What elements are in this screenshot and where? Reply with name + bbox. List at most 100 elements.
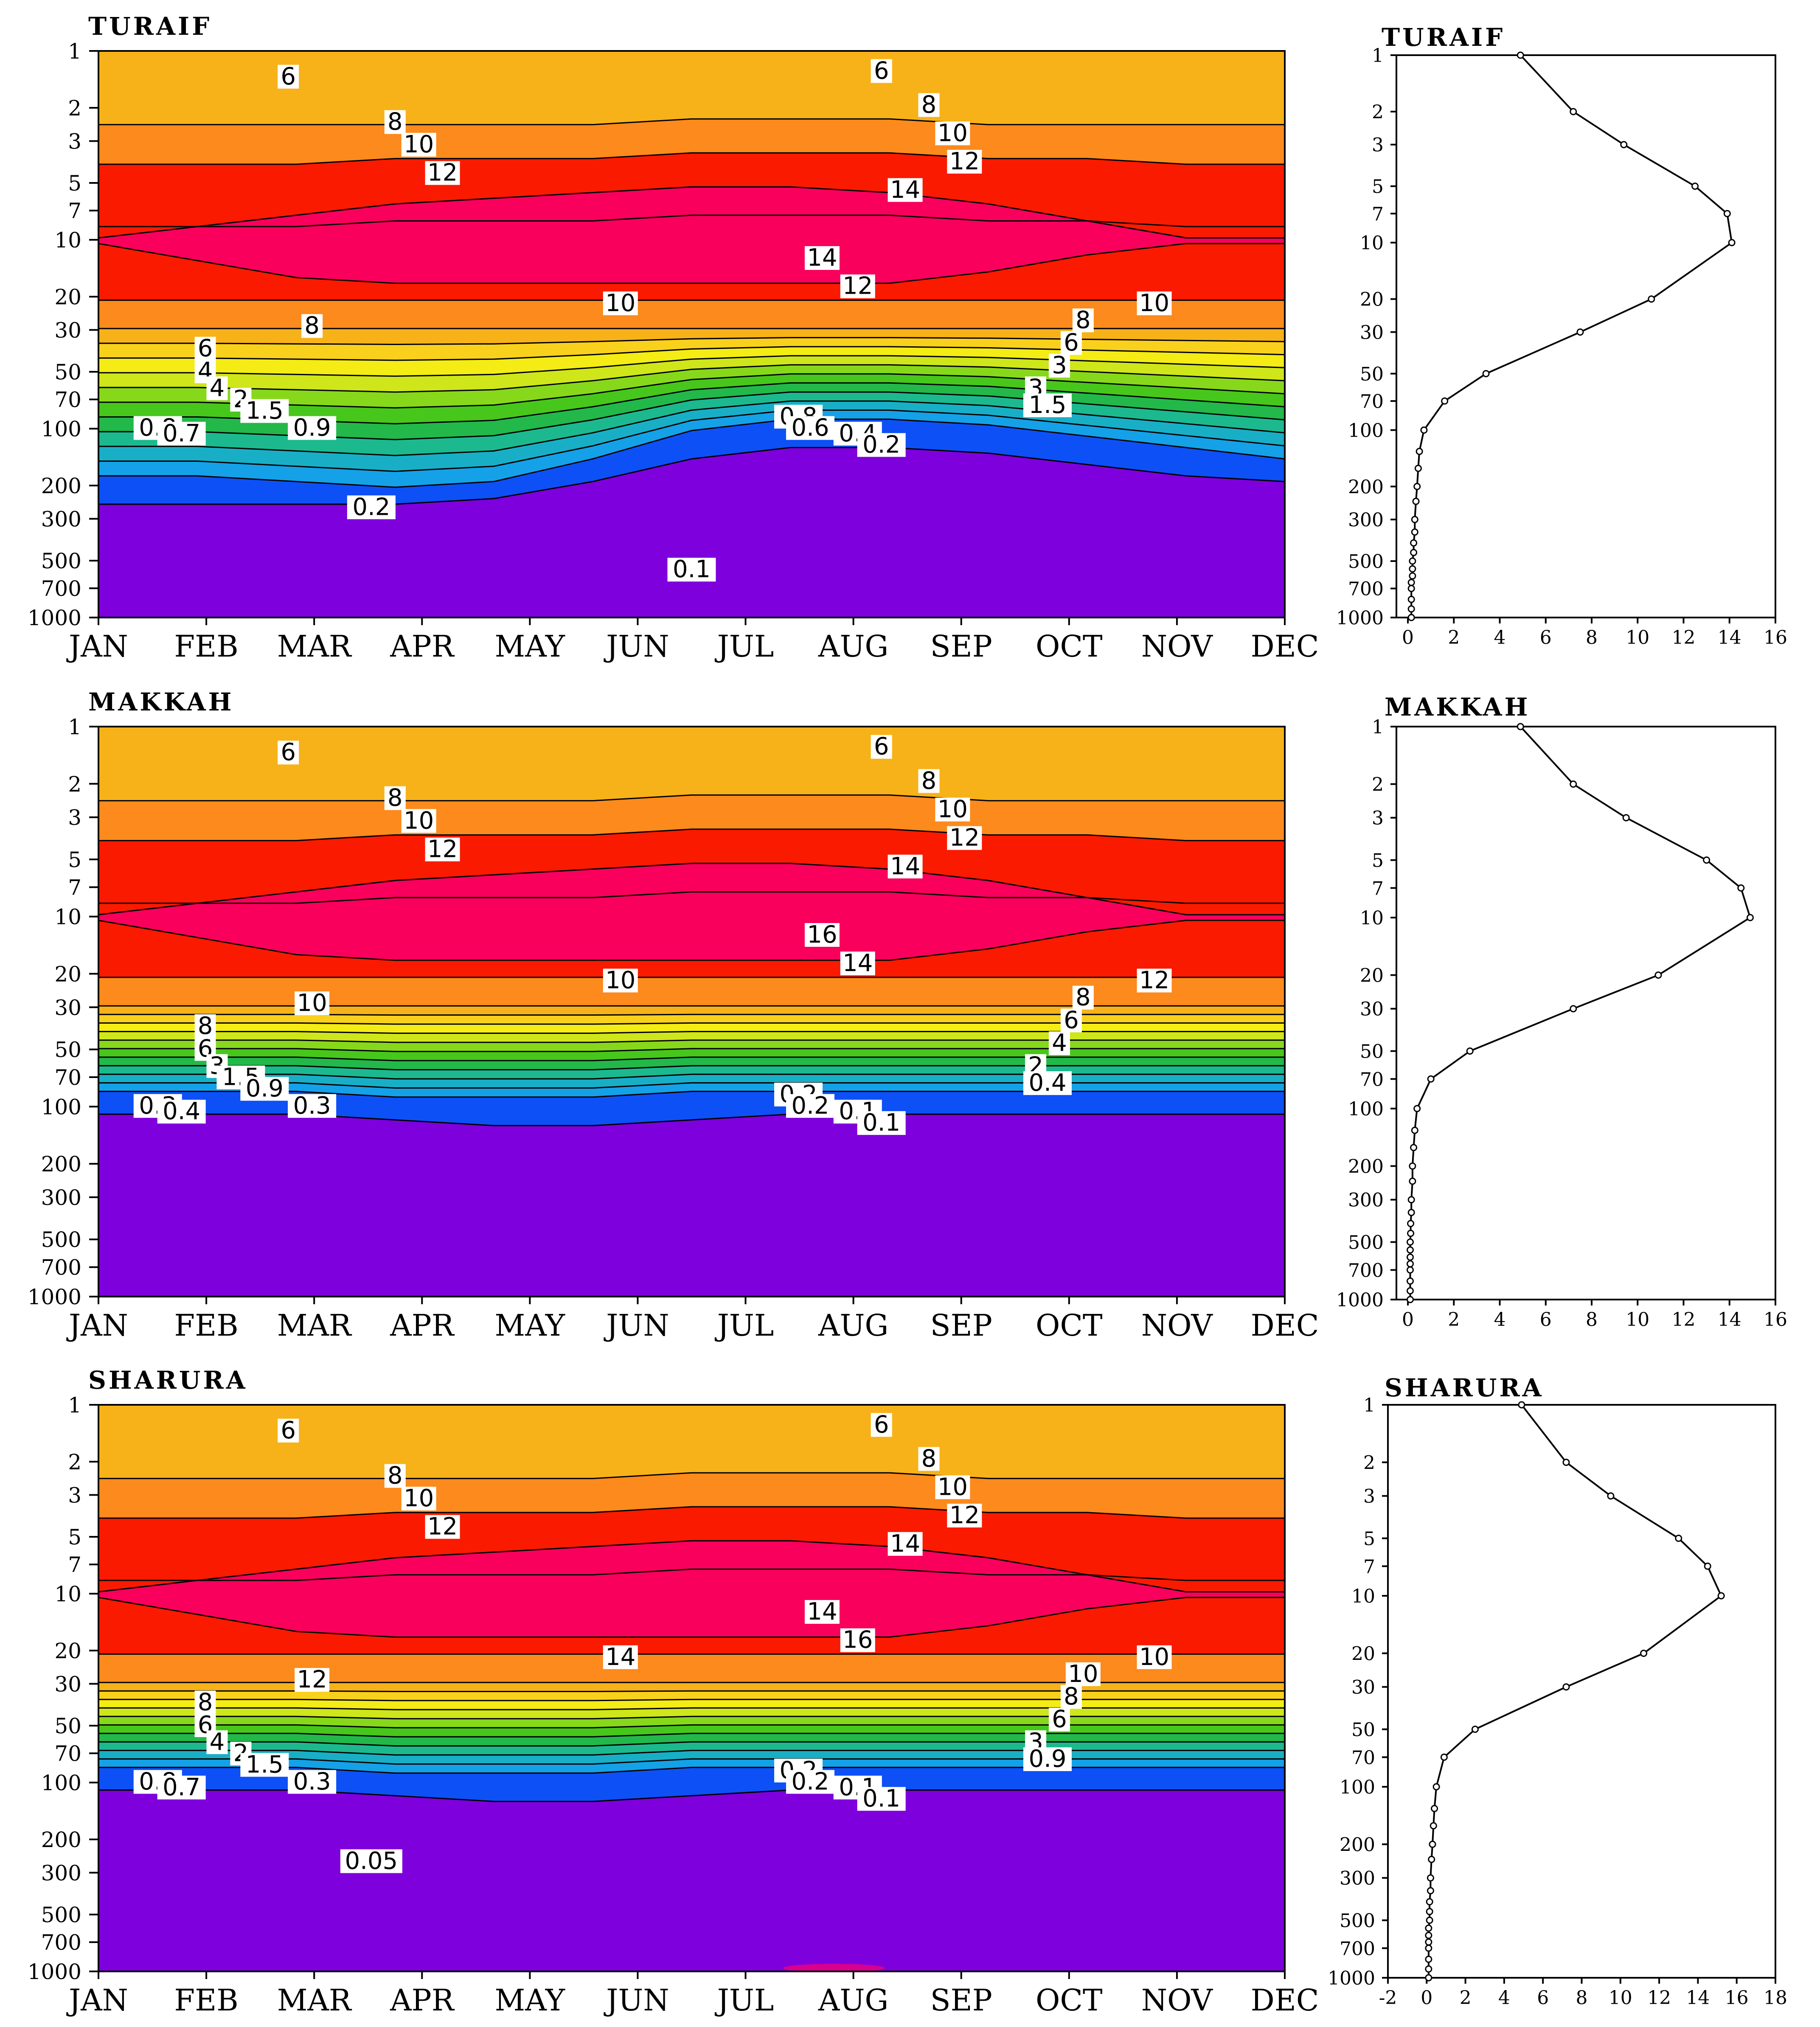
contour-line — [98, 355, 1285, 377]
contour-label: 4 — [210, 1728, 225, 1756]
contour-line-core-top — [98, 186, 1285, 239]
x-tick-label: FEB — [174, 1983, 239, 2018]
profile-point — [1410, 549, 1418, 556]
contour-line — [98, 1065, 1285, 1070]
y-tick-label: 50 — [54, 1038, 81, 1062]
contour-line — [98, 1056, 1285, 1061]
contour-label-bg — [401, 809, 436, 833]
contour-label: 12 — [949, 824, 980, 852]
contour-label: 1.5 — [1028, 391, 1066, 419]
y-tick-label: 3 — [68, 129, 81, 154]
x-tick-label: 14 — [1718, 627, 1741, 649]
contour-label: 0.4 — [163, 1098, 200, 1125]
y-tick-label: 20 — [1360, 965, 1384, 986]
contour-label: 0.3 — [293, 1768, 331, 1795]
contour-label: 6 — [198, 335, 213, 362]
contour-label: 1.5 — [246, 1751, 284, 1778]
profile-point — [1562, 1458, 1570, 1466]
contour-label-bg — [918, 769, 940, 793]
y-tick-label: 700 — [1348, 1260, 1384, 1281]
profile-point — [1517, 51, 1524, 59]
contour-label-bg — [1072, 985, 1094, 1010]
contour-line — [98, 1091, 1285, 1098]
contour-label: 6 — [1052, 1706, 1067, 1733]
profile-point — [1441, 397, 1449, 405]
y-tick-label: 70 — [1360, 391, 1384, 413]
profile-point — [1570, 1005, 1577, 1013]
contour-label: 10 — [404, 807, 434, 834]
x-tick-label: 18 — [1764, 1987, 1787, 2009]
y-tick-label: 7 — [68, 875, 81, 900]
profile-point — [1471, 1726, 1479, 1733]
contour-label: 0.3 — [293, 1092, 331, 1120]
profile-point — [1410, 539, 1418, 547]
contour-label-bg — [603, 1645, 638, 1669]
contour-label: 0.7 — [163, 1774, 200, 1801]
x-tick-label: 16 — [1764, 1309, 1787, 1331]
y-tick-label: 300 — [1340, 1868, 1375, 1889]
y-tick-label: 1 — [1372, 716, 1384, 738]
profile-point — [1425, 1965, 1432, 1973]
profile-panel-makkah: MAKKAH1235710203050701002003005007001000… — [1336, 693, 1787, 1331]
contour-label-bg — [871, 59, 892, 83]
y-tick-label: 10 — [54, 228, 81, 253]
contour-label-bg — [1060, 331, 1082, 355]
x-tick-label: APR — [390, 1983, 455, 2018]
x-tick-label: 12 — [1672, 1309, 1696, 1331]
x-tick-label: 2 — [1448, 627, 1460, 649]
contour-label-bg — [288, 1094, 337, 1118]
x-tick-label: MAR — [277, 629, 352, 664]
y-tick-label: 5 — [68, 848, 81, 872]
band-8-lower — [98, 300, 1285, 329]
contour-label: 14 — [890, 176, 920, 204]
contour-label-bg — [206, 376, 228, 400]
profile-point — [1425, 1938, 1432, 1946]
band-layer-1 — [98, 1014, 1285, 1024]
contour-label-bg — [194, 337, 216, 361]
x-tick-label: 12 — [1672, 627, 1696, 649]
contour-label: 0.9 — [1028, 1745, 1066, 1773]
y-tick-label: 500 — [1340, 1910, 1375, 1932]
profile-panel-turaif: TURAIF1235710203050701002003005007001000… — [1336, 23, 1787, 649]
y-tick-label: 20 — [54, 962, 81, 986]
contour-label: 0.7 — [163, 420, 200, 447]
x-tick-label: SEP — [930, 1308, 992, 1343]
band-0-1 — [98, 447, 1285, 618]
band-0-2 — [98, 1091, 1285, 1126]
contour-label-bg — [947, 150, 982, 174]
contour-label: 14 — [890, 853, 920, 880]
band-layer-3 — [98, 356, 1285, 392]
contour-label: 16 — [843, 1626, 873, 1654]
profile-point — [1406, 1296, 1414, 1303]
profile-point — [1420, 426, 1428, 434]
y-tick-label: 3 — [1372, 808, 1384, 829]
contour-line — [98, 1724, 1285, 1729]
contour-label-bg — [1023, 1071, 1072, 1095]
y-tick-label: 500 — [41, 1227, 81, 1252]
contour-label: 0.9 — [293, 414, 331, 441]
y-tick-label: 700 — [41, 1255, 81, 1280]
contour-label: 8 — [388, 784, 403, 812]
profile-point — [1411, 1126, 1418, 1134]
profile-point — [1429, 1840, 1436, 1848]
y-tick-label: 2 — [1372, 101, 1384, 123]
contour-line — [98, 152, 1285, 165]
contour-line — [98, 447, 1285, 505]
x-tick-label: DEC — [1251, 1983, 1319, 2018]
contour-label-bg — [288, 416, 337, 440]
contour-line — [98, 364, 1285, 393]
x-tick-label: JUL — [715, 1308, 774, 1343]
x-tick-label: JAN — [66, 1308, 128, 1343]
profile-point — [1428, 1856, 1435, 1863]
y-tick-label: 100 — [41, 1771, 81, 1795]
contour-line-core-top — [98, 1540, 1285, 1593]
contour-label-bg — [840, 952, 875, 976]
x-tick-label: SEP — [930, 1983, 992, 2018]
contour-label: 10 — [605, 289, 635, 317]
contour-label-bg — [603, 291, 638, 315]
contour-label-bg — [206, 1730, 228, 1754]
x-tick-label: NOV — [1141, 1983, 1213, 2018]
band-0-05 — [783, 1964, 885, 1972]
x-tick-label: AUG — [818, 1308, 888, 1343]
profile-point — [1648, 295, 1655, 303]
